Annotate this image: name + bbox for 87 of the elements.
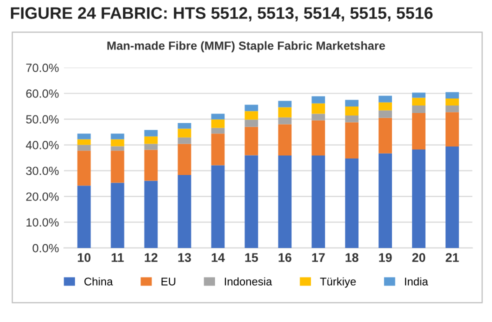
bar	[211, 134, 225, 166]
bar	[345, 158, 359, 248]
bar	[144, 144, 158, 150]
bar	[77, 134, 91, 140]
bar	[312, 96, 326, 104]
bar	[378, 153, 392, 248]
bar	[345, 116, 359, 122]
x-tick-label: 18	[346, 253, 358, 262]
bar	[278, 117, 292, 124]
bar	[178, 128, 192, 138]
bar	[345, 106, 359, 116]
x-tick-label: 11	[112, 253, 124, 262]
bar	[446, 146, 459, 248]
y-tick-label: 40.0%	[26, 140, 59, 150]
bar	[446, 92, 459, 99]
bar	[144, 150, 158, 181]
bar	[312, 103, 326, 114]
bar	[378, 118, 392, 154]
legend-label: Indonesia	[224, 277, 272, 286]
bar	[110, 182, 124, 248]
bar	[378, 102, 392, 110]
y-tick-label: 50.0%	[26, 115, 59, 124]
x-tick-label: 16	[278, 253, 292, 262]
bar	[144, 130, 158, 136]
bar	[446, 112, 459, 146]
bar	[244, 126, 258, 156]
bar	[345, 100, 359, 107]
bar	[77, 139, 91, 145]
bar	[110, 150, 124, 183]
legend-label: India	[405, 277, 428, 286]
bar	[144, 136, 158, 144]
bar	[178, 175, 192, 248]
y-tick-label: 30.0%	[26, 166, 59, 176]
bar	[178, 123, 192, 129]
y-tick-label: 0.0%	[32, 244, 59, 252]
x-tick-label: 19	[379, 253, 392, 262]
bar	[110, 134, 124, 140]
bar	[412, 150, 426, 248]
bar	[278, 107, 292, 118]
x-tick-label: 12	[144, 253, 158, 262]
bar	[412, 92, 426, 98]
bar	[278, 124, 292, 156]
bar	[378, 110, 392, 118]
chart-subtitle: Man-made Fibre (MMF) Staple Fabric Marketshare	[107, 41, 386, 52]
bar	[412, 112, 426, 150]
bar	[412, 98, 426, 106]
y-tick-label: 70.0%	[26, 64, 59, 72]
bar	[211, 128, 225, 134]
bar	[77, 144, 91, 151]
y-tick-label: 60.0%	[26, 89, 59, 98]
bar	[312, 114, 326, 120]
x-tick-label: 15	[245, 253, 258, 262]
x-tick-label: 21	[446, 253, 459, 262]
bar	[278, 100, 292, 108]
bar	[244, 111, 258, 120]
bar	[77, 150, 91, 186]
y-tick-label: 10.0%	[26, 218, 59, 227]
bar	[312, 120, 326, 156]
x-tick-label: 20	[412, 253, 426, 262]
bar	[211, 165, 225, 248]
x-tick-label: 10	[78, 253, 90, 262]
x-tick-label: 14	[212, 253, 225, 262]
legend-label: China	[84, 277, 113, 286]
bar	[178, 137, 192, 144]
bar	[144, 180, 158, 248]
bar	[312, 155, 326, 248]
legend-label: Türkiye	[320, 277, 356, 288]
bar	[345, 122, 359, 159]
bar	[77, 186, 91, 248]
bar	[178, 144, 192, 176]
bar	[378, 96, 392, 102]
bar	[110, 139, 124, 146]
bar	[446, 105, 459, 112]
bar	[244, 104, 258, 112]
bar	[278, 155, 292, 248]
bar	[244, 155, 258, 248]
bar	[211, 114, 225, 120]
bar	[412, 105, 426, 113]
y-tick-label: 20.0%	[26, 192, 59, 201]
bar	[446, 98, 459, 106]
legend-label: EU	[162, 278, 176, 286]
x-tick-label: 13	[178, 253, 191, 262]
x-tick-label: 17	[312, 253, 325, 262]
bar	[211, 119, 225, 128]
bar	[110, 146, 124, 151]
bar	[244, 120, 258, 127]
chart-title: FIGURE 24 FABRIC: HTS 5512, 5513, 5514, 5515, 5516	[10, 7, 433, 22]
